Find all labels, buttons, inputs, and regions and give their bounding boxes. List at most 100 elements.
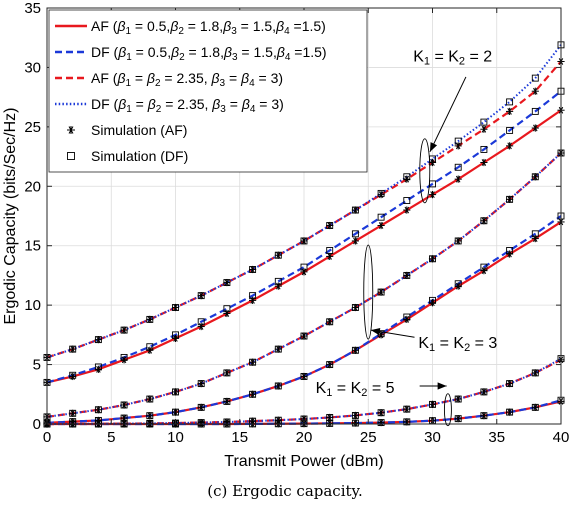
sim-df-marker [69,409,77,417]
sim-af-marker [506,379,514,388]
sim-df-marker [146,395,154,403]
y-tick-label: 0 [33,416,41,433]
sim-df-marker [120,401,128,409]
y-tick-label: 5 [33,357,41,374]
sim-df-marker [274,251,282,259]
sim-df-marker [351,419,359,427]
sim-af-marker [274,382,282,390]
legend-asterisk-icon [67,126,75,134]
legend-entry-af1: AF (β1 = 0.5,β2 = 1.8,β3 = 1.5,β4 =1.5) [55,18,326,37]
sim-af-marker [146,315,154,324]
sim-af-marker [428,299,437,307]
k5-arrow [419,382,447,390]
sim-af-marker [428,400,437,408]
k5-label: K1 = K2 = 5 [316,380,395,399]
k5-ellipse [443,393,452,427]
sim-af-marker [326,360,334,369]
sim-af-marker [171,408,180,416]
y-tick-label: 10 [24,297,41,314]
sim-df-marker [454,280,462,288]
sim-af-marker [351,419,359,427]
x-tick-label: 30 [424,429,441,446]
sim-af-marker [326,318,334,326]
sim-df-marker [506,380,514,388]
sim-df-marker [480,217,488,225]
sim-df-marker [326,361,334,369]
capacity-chart: 0 5 10 15 20 25 30 35 40 0 5 10 15 20 25 30 35 Transmit P… [2,0,570,470]
series-line-k1-af2 [46,60,562,359]
k2-arrow [429,76,467,153]
sim-af-marker [454,237,462,245]
x-tick-label: 40 [553,429,570,446]
sim-af-marker [326,252,334,261]
y-tick-label: 25 [24,119,41,136]
sim-af-marker [326,221,334,230]
sim-df-marker [403,405,411,413]
k3-arrow [370,327,415,338]
plot-markers [43,41,565,428]
x-tick-label: 25 [360,429,377,446]
sim-af-marker [377,288,385,296]
legend-label: DF (β1 = β2 = 2.35, β3 = β4 = 3) [91,96,284,115]
legend-label: AF (β1 = 0.5,β2 = 1.8,β3 = 1.5,β4 =1.5) [91,18,326,37]
legend: AF (β1 = 0.5,β2 = 1.8,β3 = 1.5,β4 =1.5) D… [48,9,368,173]
sim-af-marker [403,206,411,214]
sim-af-marker [377,221,385,230]
sim-df-marker [326,414,334,421]
sim-df-marker [351,346,359,354]
sim-df-marker [249,358,257,366]
sim-af-marker [300,332,308,340]
sim-af-marker [197,418,205,427]
legend-label: Simulation (DF) [91,148,188,164]
x-axis-label: Transmit Power (dBm) [224,453,383,470]
sim-af-marker [454,395,462,403]
sim-af-marker [403,315,411,324]
sim-af-marker [531,173,539,181]
legend-box [48,9,368,173]
sim-df-marker [69,371,77,379]
sim-df-marker [300,332,308,340]
x-tick-label: 5 [107,429,115,446]
sim-df-marker [223,279,231,287]
sim-df-marker [197,292,205,300]
sim-df-marker [197,403,205,411]
sim-af-marker [120,401,128,409]
sim-af-marker [146,346,154,354]
sim-df-marker [480,263,488,271]
sim-af-marker [223,397,231,406]
sim-af-marker [454,175,462,183]
sim-df-marker [480,145,488,153]
sim-df-marker [351,230,359,238]
k3-ellipse [363,244,374,340]
sim-af-marker [531,124,539,132]
sim-df-marker [197,318,205,326]
k2-label: K1 = K2 = 2 [413,48,492,67]
sim-af-marker [171,334,180,343]
sim-af-marker [428,158,437,167]
sim-af-marker [69,409,77,417]
sim-df-marker [377,288,385,296]
sim-df-marker [300,373,308,380]
sim-df-marker [172,304,179,311]
sim-df-marker [223,305,231,313]
sim-af-marker [94,365,102,373]
sim-df-marker [480,388,488,396]
sim-af-marker [351,237,359,245]
sim-af-marker [171,388,180,396]
sim-af-marker [531,87,539,95]
sim-af-marker [480,412,488,420]
y-axis-label: Ergodic Capacity (bits/Sec/Hz) [2,108,19,325]
sim-af-marker [403,271,411,280]
sim-af-marker [223,278,231,287]
sim-af-marker [223,369,231,377]
sim-df-marker [454,395,462,403]
sim-df-marker [197,419,205,427]
sim-af-marker [94,406,102,414]
legend-entry-simdf: Simulation (DF) [67,148,188,164]
sim-af-marker [480,217,488,225]
sim-af-marker [300,237,308,245]
sim-df-marker [454,237,462,245]
sim-df-marker [531,107,539,115]
sim-df-marker [146,412,154,420]
sim-df-marker [249,266,257,273]
